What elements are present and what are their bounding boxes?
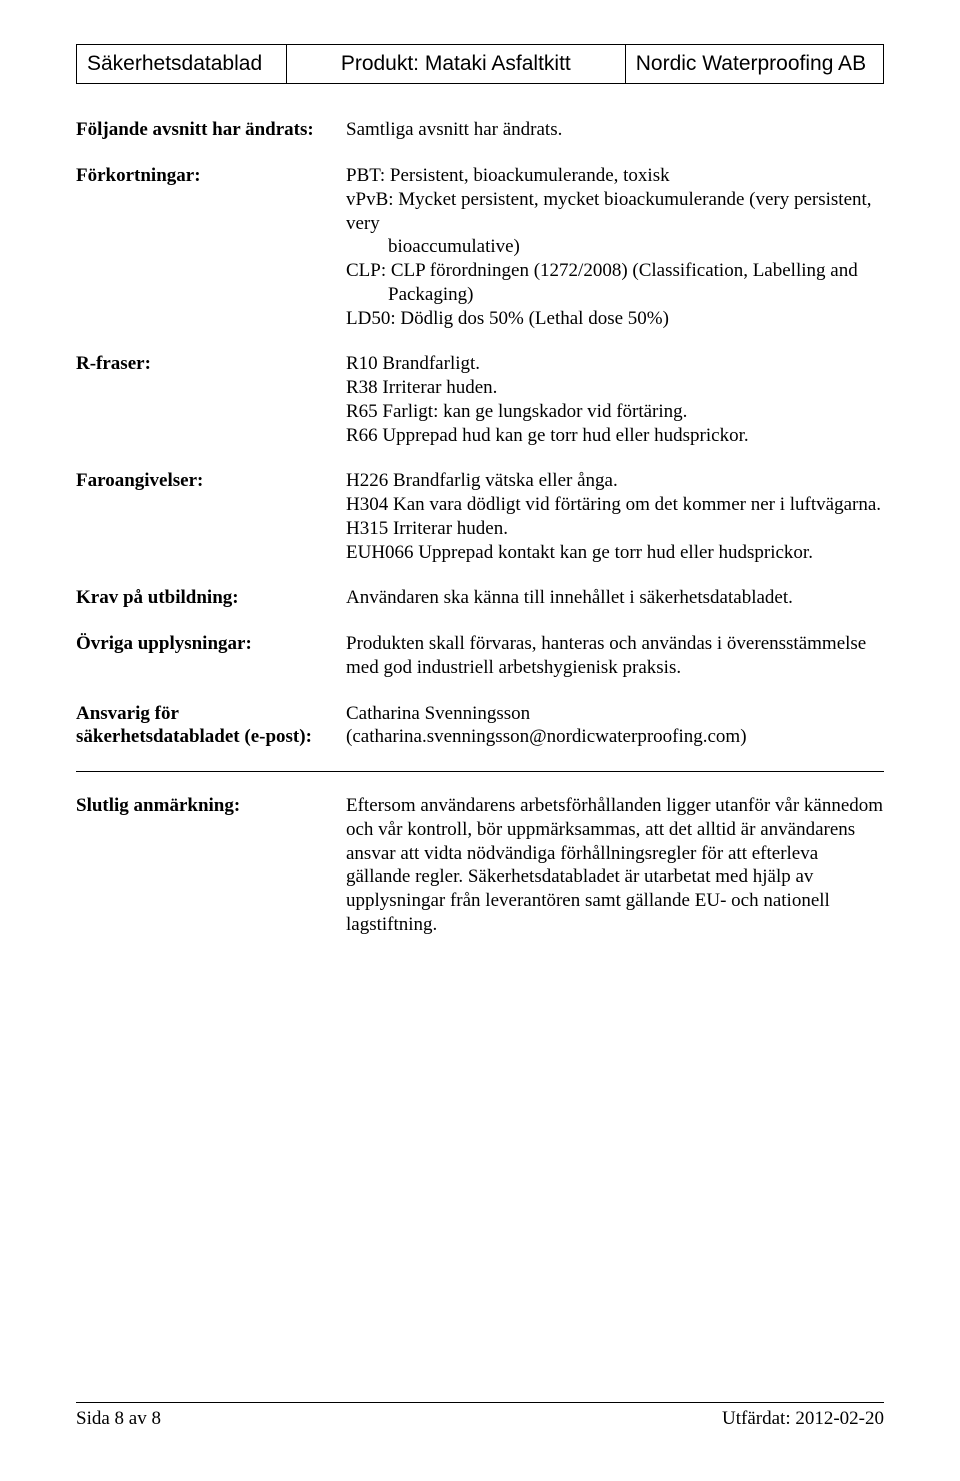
label-r-phrases: R-fraser:	[76, 352, 346, 376]
responsible-name: Catharina Svenningsson	[346, 702, 884, 726]
h304: H304 Kan vara dödligt vid förtäring om d…	[346, 493, 884, 517]
abbrev-clp-1: CLP: CLP förordningen (1272/2008) (Class…	[346, 259, 884, 283]
header-col-3: Nordic Waterproofing AB	[625, 45, 883, 84]
value-other-info: Produkten skall förvaras, hanteras och a…	[346, 632, 884, 680]
row-r-phrases: R-fraser: R10 Brandfarligt. R38 Irritera…	[76, 352, 884, 447]
euh066: EUH066 Upprepad kontakt kan ge torr hud …	[346, 541, 884, 565]
document-header-table: Säkerhetsdatablad Produkt: Mataki Asfalt…	[76, 44, 884, 84]
responsible-email: (catharina.svenningsson@nordicwaterproof…	[346, 725, 884, 749]
row-final-note: Slutlig anmärkning: Eftersom användarens…	[76, 794, 884, 937]
abbrev-clp-2: Packaging)	[346, 283, 884, 307]
r38: R38 Irriterar huden.	[346, 376, 884, 400]
label-other-info: Övriga upplysningar:	[76, 632, 346, 656]
footer-issue-date: Utfärdat: 2012-02-20	[722, 1407, 884, 1431]
r66: R66 Upprepad hud kan ge torr hud eller h…	[346, 424, 884, 448]
value-responsible: Catharina Svenningsson (catharina.svenni…	[346, 702, 884, 750]
header-col-2: Produkt: Mataki Asfaltkitt	[286, 45, 625, 84]
abbrev-vpvb-2: bioaccumulative)	[346, 235, 884, 259]
label-h-phrases: Faroangivelser:	[76, 469, 346, 493]
text-other-info: Produkten skall förvaras, hanteras och a…	[346, 632, 884, 680]
value-changed-sections: Samtliga avsnitt har ändrats.	[346, 118, 884, 142]
section-divider	[76, 771, 884, 772]
abbrev-ld50: LD50: Dödlig dos 50% (Lethal dose 50%)	[346, 307, 884, 331]
page-footer: Sida 8 av 8 Utfärdat: 2012-02-20	[76, 1402, 884, 1431]
row-training: Krav på utbildning: Användaren ska känna…	[76, 586, 884, 610]
text-training: Användaren ska känna till innehållet i s…	[346, 586, 884, 610]
value-h-phrases: H226 Brandfarlig vätska eller ånga. H304…	[346, 469, 884, 564]
value-training: Användaren ska känna till innehållet i s…	[346, 586, 884, 610]
text-changed-sections: Samtliga avsnitt har ändrats.	[346, 118, 884, 142]
value-abbreviations: PBT: Persistent, bioackumulerande, toxis…	[346, 164, 884, 330]
value-r-phrases: R10 Brandfarligt. R38 Irriterar huden. R…	[346, 352, 884, 447]
label-responsible: Ansvarig för säkerhetsdatabladet (e-post…	[76, 702, 346, 750]
label-final-note: Slutlig anmärkning:	[76, 794, 346, 818]
row-h-phrases: Faroangivelser: H226 Brandfarlig vätska …	[76, 469, 884, 564]
row-responsible: Ansvarig för säkerhetsdatabladet (e-post…	[76, 702, 884, 750]
content-body: Följande avsnitt har ändrats: Samtliga a…	[76, 118, 884, 936]
h226: H226 Brandfarlig vätska eller ånga.	[346, 469, 884, 493]
abbrev-pbt: PBT: Persistent, bioackumulerande, toxis…	[346, 164, 884, 188]
row-other-info: Övriga upplysningar: Produkten skall för…	[76, 632, 884, 680]
h315: H315 Irriterar huden.	[346, 517, 884, 541]
label-changed-sections: Följande avsnitt har ändrats:	[76, 118, 346, 142]
footer-page-number: Sida 8 av 8	[76, 1407, 161, 1431]
row-changed-sections: Följande avsnitt har ändrats: Samtliga a…	[76, 118, 884, 142]
label-training: Krav på utbildning:	[76, 586, 346, 610]
label-responsible-1: Ansvarig för	[76, 703, 179, 724]
label-abbreviations: Förkortningar:	[76, 164, 346, 188]
abbrev-vpvb-1: vPvB: Mycket persistent, mycket bioackum…	[346, 188, 884, 236]
label-responsible-2: säkerhetsdatabladet (e-post):	[76, 726, 312, 747]
value-final-note: Eftersom användarens arbetsförhållanden …	[346, 794, 884, 937]
row-abbreviations: Förkortningar: PBT: Persistent, bioackum…	[76, 164, 884, 330]
r10: R10 Brandfarligt.	[346, 352, 884, 376]
text-final-note: Eftersom användarens arbetsförhållanden …	[346, 794, 884, 937]
header-col-1: Säkerhetsdatablad	[77, 45, 287, 84]
r65: R65 Farligt: kan ge lungskador vid förtä…	[346, 400, 884, 424]
